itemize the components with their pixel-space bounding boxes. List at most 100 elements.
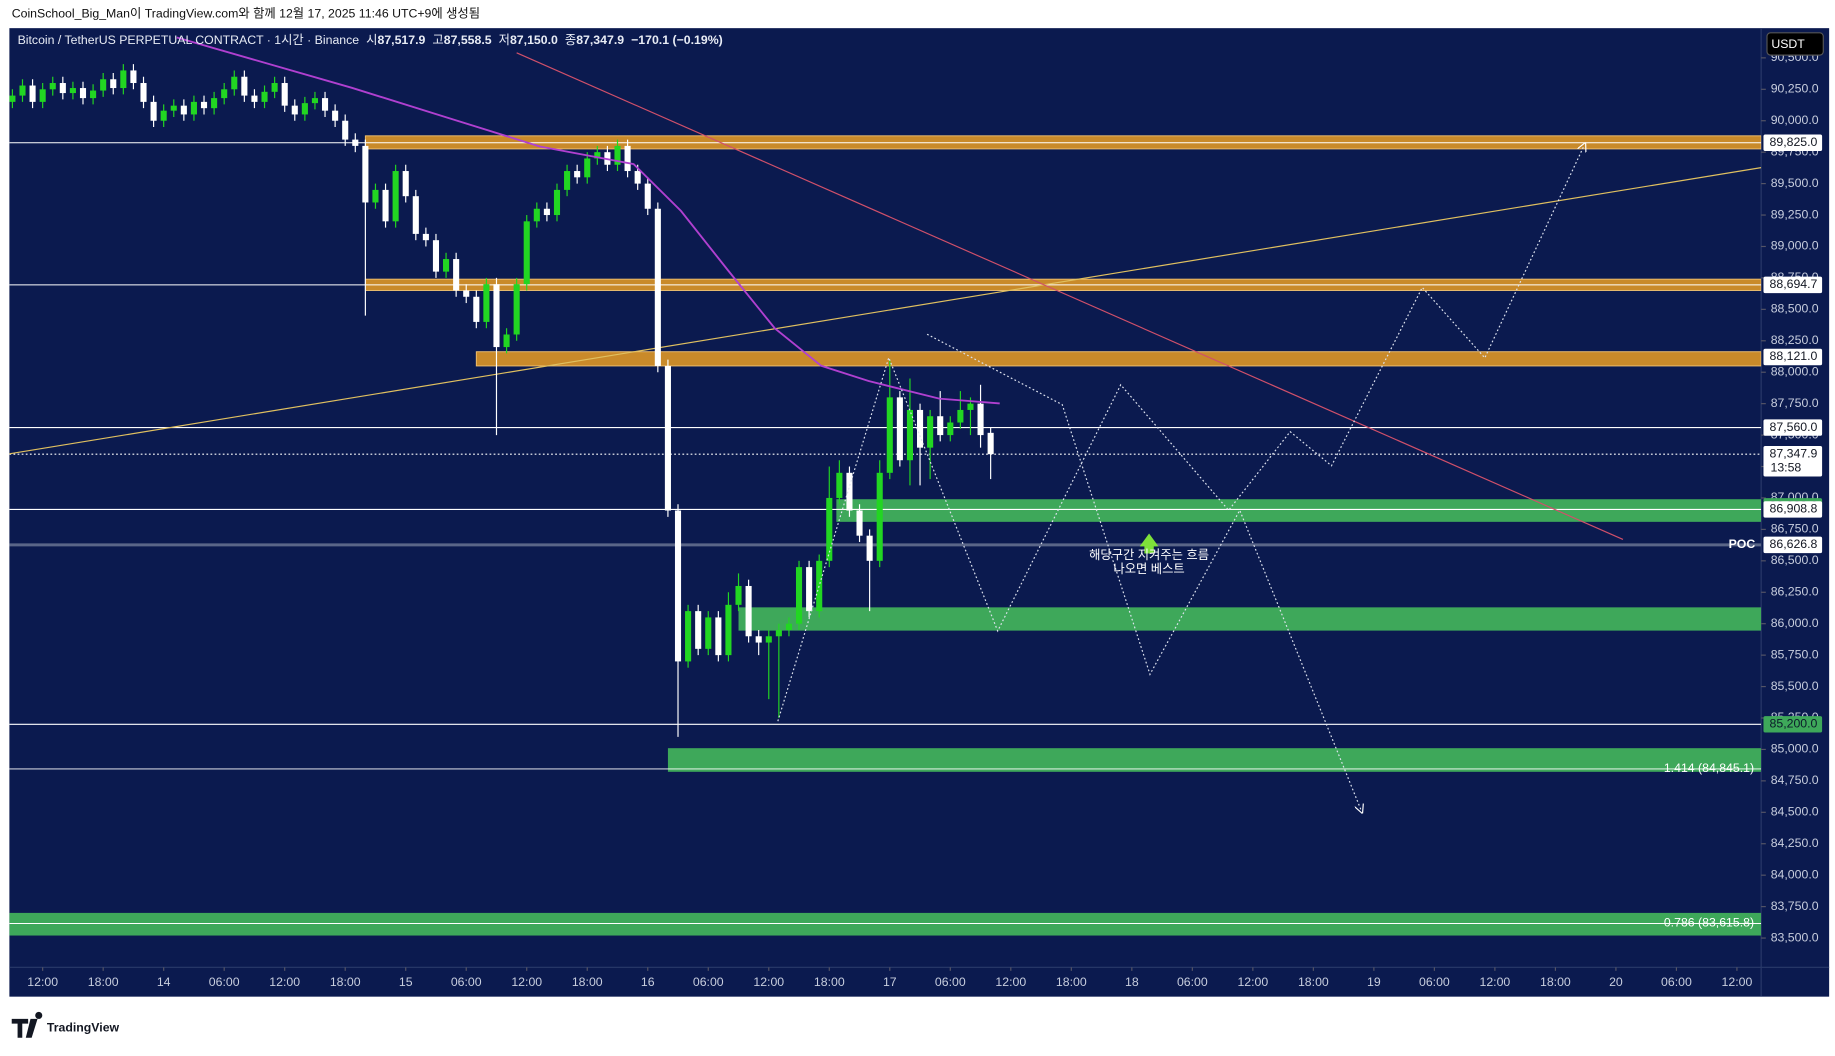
candle-body bbox=[856, 510, 863, 536]
x-tick-label: 18:00 bbox=[1056, 975, 1087, 989]
candle-body bbox=[614, 145, 621, 165]
candle-body bbox=[402, 171, 409, 197]
price-box-label: 87,560.0 bbox=[1770, 420, 1818, 434]
candle-body bbox=[967, 403, 974, 410]
x-tick-label: 06:00 bbox=[693, 975, 724, 989]
price-box-label: 89,825.0 bbox=[1770, 135, 1818, 149]
y-tick-label: 83,500.0 bbox=[1771, 930, 1819, 944]
legend-value: 87,558.5 bbox=[444, 33, 492, 47]
x-tick-label: 12:00 bbox=[995, 975, 1026, 989]
x-tick-label: 17 bbox=[883, 975, 897, 989]
candle-body bbox=[140, 83, 147, 102]
x-tick-label: 12:00 bbox=[1479, 975, 1510, 989]
y-tick-label: 88,000.0 bbox=[1771, 364, 1819, 378]
candle-body bbox=[795, 567, 803, 624]
candle-body bbox=[745, 585, 752, 637]
currency-label[interactable]: USDT bbox=[1771, 37, 1805, 51]
x-tick-label: 06:00 bbox=[209, 975, 240, 989]
candle-body bbox=[826, 497, 833, 561]
price-box bbox=[1763, 446, 1823, 477]
price-box-label: 86,626.8 bbox=[1770, 537, 1818, 551]
candle-body bbox=[594, 152, 601, 159]
candle-body bbox=[392, 171, 399, 222]
y-tick-label: 84,250.0 bbox=[1771, 836, 1819, 850]
candle-body bbox=[775, 629, 782, 637]
x-tick-label: 06:00 bbox=[935, 975, 966, 989]
watermark: CoinSchool_Big_Man이 TradingView.com와 함께 … bbox=[12, 6, 480, 20]
y-tick-label: 84,750.0 bbox=[1771, 773, 1819, 787]
candle-body bbox=[654, 208, 661, 366]
candle-body bbox=[170, 105, 177, 111]
projection bbox=[926, 333, 1361, 809]
y-tick-label: 85,000.0 bbox=[1771, 742, 1819, 756]
candle-body bbox=[49, 83, 56, 90]
candle-body bbox=[674, 510, 682, 662]
candle-body bbox=[987, 432, 994, 455]
x-tick-label: 06:00 bbox=[1419, 975, 1450, 989]
candle-body bbox=[221, 89, 228, 99]
y-tick-label: 89,000.0 bbox=[1771, 239, 1819, 253]
price-box bbox=[1763, 134, 1823, 151]
candle-body bbox=[957, 409, 964, 423]
candle-body bbox=[332, 110, 339, 121]
annotation-text: 해당구간 지켜주는 흐름 bbox=[1089, 548, 1209, 562]
candle-body bbox=[876, 472, 883, 561]
trendline bbox=[9, 167, 1762, 455]
candle-body bbox=[190, 101, 197, 115]
price-box-label: 88,121.0 bbox=[1770, 349, 1818, 363]
legend-value: 87,517.9 bbox=[377, 33, 425, 47]
fib-label: 1.414 (84,845.1) bbox=[1664, 761, 1754, 775]
candle-body bbox=[785, 623, 792, 630]
candle-body bbox=[705, 617, 712, 649]
plot bbox=[9, 36, 1762, 936]
y-tick-label: 85,750.0 bbox=[1771, 647, 1819, 661]
price-box-label: 85,200.0 bbox=[1770, 717, 1818, 731]
x-tick-label: 20 bbox=[1609, 975, 1623, 989]
legend-value: 87,150.0 bbox=[510, 33, 558, 47]
candle-body bbox=[564, 171, 571, 190]
x-tick-label: 12:00 bbox=[1237, 975, 1268, 989]
candle-body bbox=[685, 611, 692, 662]
axes: 83,500.0 83,750.0 84,000.0 84,250.0 84,500.0… bbox=[27, 50, 1823, 989]
x-tick-label: 06:00 bbox=[451, 975, 482, 989]
candle-body bbox=[160, 110, 167, 121]
candle-body bbox=[483, 284, 490, 322]
y-tick-label: 85,500.0 bbox=[1771, 679, 1819, 693]
candle-body bbox=[937, 416, 944, 436]
candle-body bbox=[120, 70, 127, 89]
annotation-arrow bbox=[1139, 533, 1159, 554]
candle-body bbox=[725, 604, 732, 656]
candle-body bbox=[816, 560, 823, 612]
candle-body bbox=[473, 296, 480, 322]
candle-body bbox=[130, 70, 137, 84]
y-tick-label: 88,500.0 bbox=[1771, 302, 1819, 316]
candle-body bbox=[301, 103, 308, 115]
candle-body bbox=[291, 105, 298, 115]
y-tick-label: 90,250.0 bbox=[1771, 82, 1819, 96]
legend-name: 저 bbox=[499, 33, 510, 47]
candle-body bbox=[59, 83, 66, 94]
candle-body bbox=[806, 567, 813, 612]
price-box-label: 88,694.7 bbox=[1770, 277, 1818, 291]
x-tick-label: 14 bbox=[157, 975, 171, 989]
legend-name: 종 bbox=[565, 33, 576, 47]
legend-name: 시 bbox=[366, 33, 377, 47]
x-tick-label: 15 bbox=[399, 975, 413, 989]
candle-body bbox=[19, 85, 26, 96]
x-tick-label: 18:00 bbox=[1540, 975, 1571, 989]
candle-body bbox=[180, 105, 187, 115]
x-tick-label: 18:00 bbox=[814, 975, 845, 989]
candle-body bbox=[543, 208, 550, 216]
annotation-text: 나오면 베스트 bbox=[1113, 562, 1184, 576]
candle-body bbox=[412, 196, 419, 234]
currency-button[interactable] bbox=[1766, 32, 1824, 56]
candle-body bbox=[977, 403, 984, 436]
candle-body bbox=[362, 145, 369, 203]
candle-body bbox=[896, 397, 903, 461]
zone bbox=[667, 748, 1762, 772]
y-tick-label: 86,250.0 bbox=[1771, 585, 1819, 599]
candle-body bbox=[251, 95, 258, 102]
y-tick-label: 88,250.0 bbox=[1771, 333, 1819, 347]
y-tick-label: 86,750.0 bbox=[1771, 522, 1819, 536]
x-tick-label: 06:00 bbox=[1661, 975, 1692, 989]
